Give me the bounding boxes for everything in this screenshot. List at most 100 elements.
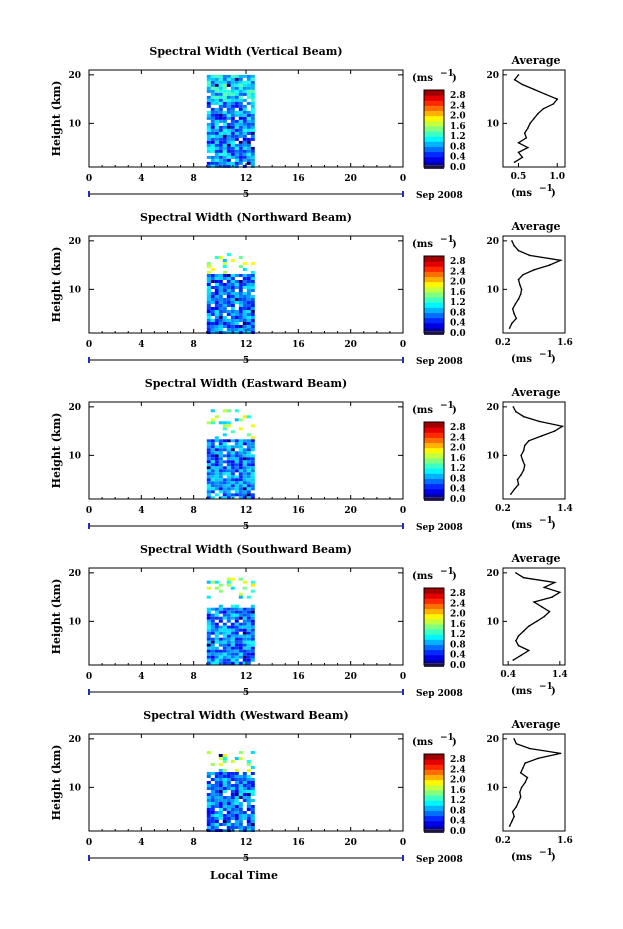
average-profile-point: [523, 132, 526, 134]
heatmap-cell: [226, 799, 231, 802]
heatmap-cell: [226, 493, 231, 497]
heatmap-cell: [214, 304, 219, 307]
heatmap-cell: [210, 128, 215, 132]
heatmap-cell: [218, 140, 223, 144]
heatmap-cell: [214, 649, 219, 653]
colorbar-tick-label: 0.0: [450, 661, 466, 671]
heatmap-cell: [250, 580, 255, 584]
heatmap-cell: [242, 454, 247, 458]
colorbar-segment: [424, 317, 444, 324]
heatmap-cell: [242, 155, 247, 159]
average-profile-point: [522, 274, 524, 276]
heatmap-cell: [250, 643, 255, 647]
heatmap-cell: [246, 775, 251, 778]
colorbar-segment: [424, 312, 444, 319]
heatmap-cell: [206, 143, 211, 147]
heatmap-cell: [218, 125, 223, 129]
heatmap-cell: [218, 631, 223, 635]
heatmap-cell: [222, 125, 227, 129]
heatmap-cell: [242, 322, 247, 325]
heatmap-cell: [214, 658, 219, 662]
heatmap-cell: [230, 826, 235, 829]
heatmap-cell: [230, 304, 235, 307]
heatmap-cell: [226, 149, 231, 153]
heatmap-cell: [206, 610, 211, 614]
heatmap-cell: [214, 628, 219, 632]
heatmap-cell: [230, 161, 235, 165]
y-tick-label: 10: [68, 783, 81, 793]
colorbar-tick-label: 1.6: [450, 288, 466, 298]
panel-3: Spectral Width (Southward Beam)0 4 8 12 16 20…: [50, 543, 568, 699]
heatmap-cell: [230, 277, 235, 280]
average-profile-point: [533, 88, 535, 91]
heatmap-cell: [242, 586, 247, 590]
average-y-tick-label: 10: [486, 119, 499, 129]
heatmap-cell: [210, 149, 215, 153]
heatmap-cell: [250, 808, 255, 811]
heatmap-cell: [222, 448, 227, 452]
colorbar-segment: [424, 478, 444, 485]
average-y-tick-label: 10: [486, 285, 499, 295]
heatmap-cell: [246, 643, 251, 647]
heatmap-cell: [230, 128, 235, 132]
heatmap-cell: [206, 77, 211, 81]
heatmap-cell: [242, 631, 247, 635]
heatmap-cell: [226, 607, 231, 611]
colorbar-unit-label: (ms: [412, 571, 433, 582]
heatmap-cell: [242, 158, 247, 162]
heatmap-cell: [238, 820, 243, 823]
colorbar-tick-label: 1.6: [450, 786, 466, 796]
heatmap-cell: [210, 799, 215, 802]
heatmap-cell: [222, 625, 227, 629]
average-title: Average: [510, 386, 560, 399]
heatmap-cell: [250, 787, 255, 790]
heatmap-cell: [234, 113, 239, 117]
heatmap-cell: [234, 814, 239, 817]
heatmap-cell: [246, 463, 251, 467]
heatmap-cell: [206, 799, 211, 802]
heatmap-cell: [238, 781, 243, 784]
heatmap-cell: [250, 158, 255, 162]
heatmap-cell: [234, 787, 239, 790]
heatmap-cell: [222, 119, 227, 123]
heatmap-cell: [214, 439, 219, 443]
heatmap-cell: [206, 616, 211, 620]
average-frame: [502, 567, 566, 666]
heatmap-cell: [242, 811, 247, 814]
heatmap-cell: [250, 161, 255, 165]
heatmap-cell: [246, 77, 251, 81]
heatmap-cell: [214, 772, 219, 775]
heatmap-cell: [250, 89, 255, 93]
heatmap-cell: [234, 817, 239, 820]
x-tick-label: 12: [240, 174, 253, 184]
heatmap-cell: [246, 622, 251, 626]
heatmap-cell: [246, 328, 251, 331]
heatmap-cell: [218, 304, 223, 307]
heatmap-cell: [242, 781, 247, 784]
heatmap-cell: [210, 155, 215, 159]
heatmap-cell: [218, 772, 223, 775]
heatmap-cell: [230, 113, 235, 117]
average-profile-line: [510, 406, 565, 495]
heatmap-cell: [210, 313, 215, 316]
heatmap-cell: [238, 143, 243, 147]
heatmap-cell: [214, 784, 219, 787]
heatmap-cell: [242, 110, 247, 114]
heatmap-cell: [226, 80, 231, 84]
heatmap-cell: [214, 811, 219, 814]
heatmap-cell: [214, 316, 219, 319]
heatmap-cell: [250, 583, 255, 587]
heatmap-cell: [246, 628, 251, 632]
heatmap-cell: [246, 307, 251, 310]
heatmap-cell: [242, 610, 247, 614]
x-tick-label: 20: [344, 838, 357, 848]
heatmap-cell: [250, 424, 255, 428]
heatmap-cell: [226, 472, 231, 476]
heatmap-cell: [230, 631, 235, 635]
heatmap-cell: [246, 478, 251, 482]
heatmap-cell: [242, 113, 247, 117]
heatmap-cell: [250, 316, 255, 319]
heatmap-cell: [214, 466, 219, 470]
heatmap-cell: [214, 781, 219, 784]
heatmap-cell: [234, 310, 239, 313]
